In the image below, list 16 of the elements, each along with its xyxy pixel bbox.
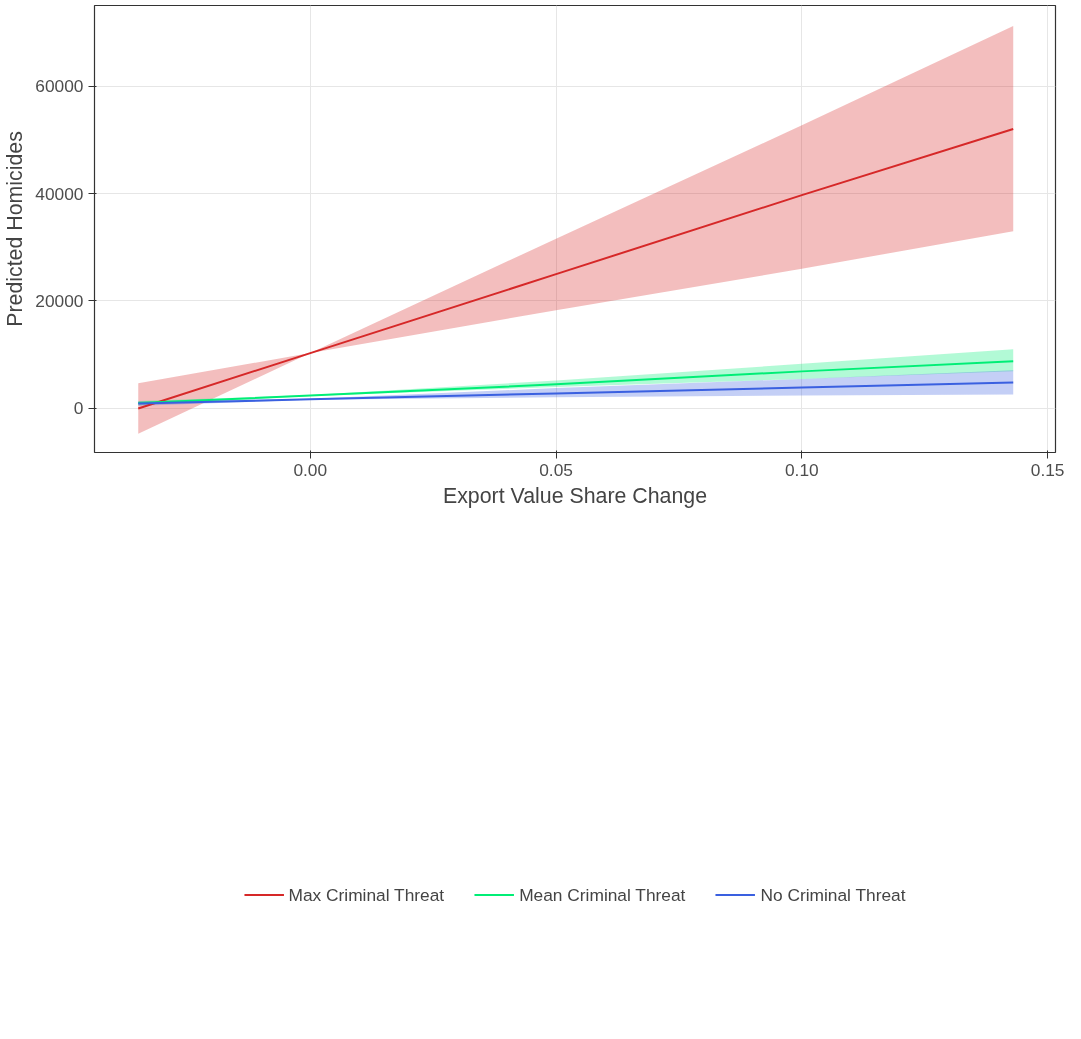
x-tick-label: 0.15 bbox=[1030, 459, 1065, 480]
legend-label: No Criminal Threat bbox=[760, 884, 906, 906]
line-series bbox=[137, 128, 1015, 410]
x-tick-label: 0.00 bbox=[293, 459, 328, 480]
line-series bbox=[137, 360, 1015, 405]
legend-label: Max Criminal Threat bbox=[288, 884, 445, 906]
line-series bbox=[137, 381, 1015, 405]
legend-label: Mean Criminal Threat bbox=[519, 884, 686, 906]
x-tick-label: 0.05 bbox=[539, 459, 573, 480]
x-axis-title: Export Value Share Change bbox=[443, 483, 708, 508]
y-tick-label: 20000 bbox=[35, 290, 84, 311]
y-tick-label: 0 bbox=[73, 398, 84, 419]
y-tick-label: 40000 bbox=[35, 183, 84, 204]
y-axis-title: Predicted Homicides bbox=[3, 131, 28, 327]
x-tick-label: 0.10 bbox=[784, 459, 819, 480]
y-tick-label: 60000 bbox=[35, 76, 84, 97]
